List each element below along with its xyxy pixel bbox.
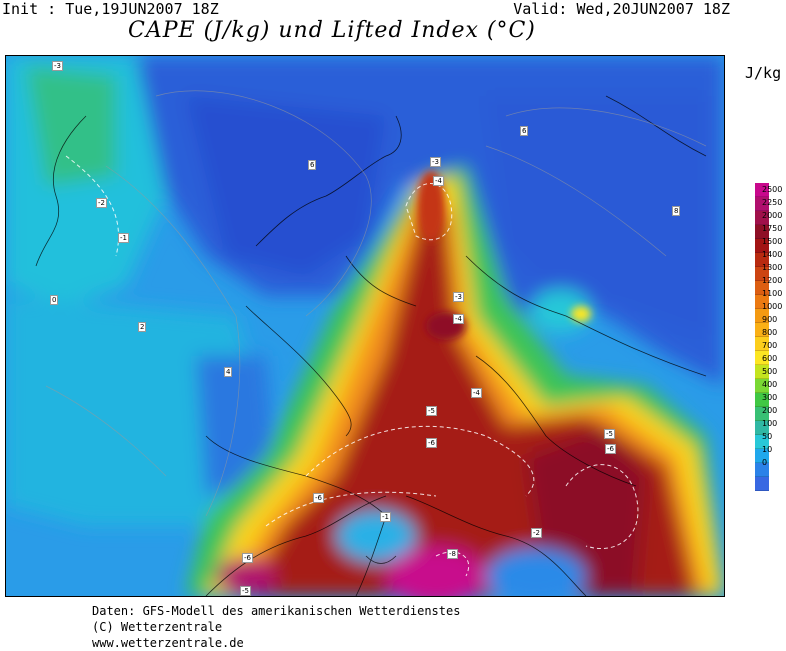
legend-level-label: 500 [762, 367, 778, 376]
legend-swatch [755, 407, 769, 421]
legend-swatch [755, 239, 769, 253]
legend-swatch [755, 379, 769, 393]
contour-label: 4 [224, 367, 233, 377]
contour-label: -4 [453, 314, 464, 324]
legend-swatch [755, 337, 769, 351]
legend-level-label: 2000 [762, 211, 783, 220]
legend-level-label: 1500 [762, 237, 783, 246]
contour-label: 8 [672, 206, 681, 216]
color-legend [755, 183, 769, 491]
legend-swatch [755, 267, 769, 281]
contour-label: -5 [604, 429, 615, 439]
legend-swatch [755, 421, 769, 435]
legend-swatch [755, 295, 769, 309]
contour-label: -1 [118, 233, 129, 243]
contour-label: -4 [433, 176, 444, 186]
contour-label: -5 [426, 406, 437, 416]
legend-swatch [755, 225, 769, 239]
lifted-index-contours [65, 155, 639, 577]
footer-copyright: (C) Wetterzentrale [92, 620, 223, 634]
legend-level-label: 0 [762, 458, 768, 467]
legend-level-label: 700 [762, 341, 778, 350]
contour-label: -3 [52, 61, 63, 71]
contour-label: -3 [453, 292, 464, 302]
legend-level-label: 2500 [762, 185, 783, 194]
init-time: Init : Tue,19JUN2007 18Z [2, 0, 219, 18]
contour-label: -8 [447, 549, 458, 559]
legend-swatch [755, 463, 769, 477]
legend-level-label: 1300 [762, 263, 783, 272]
cape-map: -3 -2 -1 0 2 4 6 6 8 -3 -4 -3 -4 -5 -6 -… [5, 55, 725, 597]
legend-swatch [755, 365, 769, 379]
legend-level-label: 50 [762, 432, 773, 441]
cape-field-svg [6, 56, 724, 596]
legend-level-label: 900 [762, 315, 778, 324]
contour-label: 6 [520, 126, 529, 136]
legend-level-label: 1400 [762, 250, 783, 259]
legend-swatch [755, 435, 769, 449]
coastlines [35, 95, 707, 596]
legend-swatch [755, 183, 769, 197]
legend-level-label: 200 [762, 406, 778, 415]
contour-label: -1 [380, 512, 391, 522]
legend-level-label: 400 [762, 380, 778, 389]
contour-label: -6 [426, 438, 437, 448]
contour-label: 0 [50, 295, 59, 305]
legend-level-label: 600 [762, 354, 778, 363]
legend-swatch [755, 197, 769, 211]
footer-website: www.wetterzentrale.de [92, 636, 244, 650]
legend-swatch [755, 281, 769, 295]
contour-label: 6 [308, 160, 317, 170]
legend-level-label: 1750 [762, 224, 783, 233]
legend-unit: J/kg [745, 64, 782, 82]
footer-data-source: Daten: GFS-Modell des amerikanischen Wet… [92, 604, 461, 618]
legend-swatch [755, 351, 769, 365]
isolines [45, 90, 707, 517]
legend-swatch [755, 309, 769, 323]
legend-swatch [755, 253, 769, 267]
contour-label: -6 [605, 444, 616, 454]
contour-label: 2 [138, 322, 147, 332]
contour-label: -5 [240, 586, 251, 596]
legend-swatch [755, 323, 769, 337]
legend-level-label: 2250 [762, 198, 783, 207]
contour-label: -2 [96, 198, 107, 208]
legend-level-label: 300 [762, 393, 778, 402]
contour-label: -6 [242, 553, 253, 563]
valid-time: Valid: Wed,20JUN2007 18Z [513, 0, 730, 18]
legend-level-label: 100 [762, 419, 778, 428]
legend-level-label: 10 [762, 445, 773, 454]
legend-swatch [755, 393, 769, 407]
legend-labels: 2500 2250 2000 1750 1500 1400 1300 1200 1100 1000… [762, 183, 782, 469]
contour-label: -3 [430, 157, 441, 167]
legend-level-label: 1100 [762, 289, 783, 298]
legend-swatch [755, 211, 769, 225]
contour-label: -6 [313, 493, 324, 503]
legend-level-label: 800 [762, 328, 778, 337]
contour-label: -4 [471, 388, 482, 398]
footer: Daten: GFS-Modell des amerikanischen Wet… [92, 603, 460, 651]
legend-level-label: 1000 [762, 302, 783, 311]
legend-swatch [755, 477, 769, 491]
contour-label: -2 [531, 528, 542, 538]
legend-level-label: 1200 [762, 276, 783, 285]
map-title: CAPE (J/kg) und Lifted Index (°C) [128, 18, 536, 43]
legend-swatch [755, 449, 769, 463]
